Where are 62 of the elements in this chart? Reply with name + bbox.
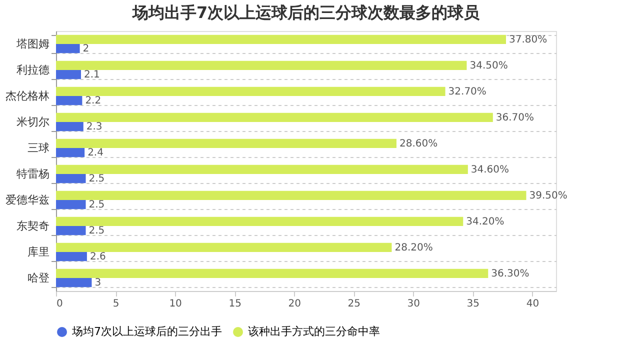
bar bbox=[56, 34, 506, 44]
y-tick-label: 特雷杨 bbox=[16, 168, 50, 180]
bar bbox=[56, 70, 81, 80]
data-label: 32.70% bbox=[448, 86, 486, 98]
legend-label: 场均7次以上运球后的三分出手 bbox=[71, 325, 222, 338]
y-tick-label: 利拉德 bbox=[16, 64, 50, 76]
x-tick-label: 5 bbox=[112, 298, 120, 310]
bar bbox=[56, 268, 488, 278]
x-tick-label: 30 bbox=[407, 298, 420, 310]
bar bbox=[56, 278, 92, 288]
data-label: 34.50% bbox=[470, 60, 508, 72]
bar bbox=[56, 252, 87, 262]
y-tick-label: 东契奇 bbox=[16, 220, 50, 232]
data-label: 34.60% bbox=[470, 164, 510, 176]
data-label: 39.50% bbox=[529, 190, 568, 202]
chart-title: 场均出手7次以上运球后的三分球次数最多的球员 bbox=[131, 3, 481, 22]
data-label: 34.20% bbox=[466, 216, 504, 228]
bar bbox=[56, 200, 86, 210]
data-label: 36.70% bbox=[496, 112, 534, 124]
x-tick-label: 35 bbox=[466, 298, 480, 310]
y-tick-label: 米切尔 bbox=[16, 116, 50, 128]
bar bbox=[56, 242, 392, 252]
y-tick-label: 库里 bbox=[28, 246, 50, 258]
y-tick-label: 塔图姆 bbox=[16, 38, 50, 50]
x-tick-label: 40 bbox=[526, 298, 540, 310]
data-label: 28.60% bbox=[399, 138, 438, 150]
data-label: 2.5 bbox=[88, 174, 105, 185]
data-label: 2.6 bbox=[90, 252, 106, 263]
data-label: 37.80% bbox=[509, 34, 548, 46]
data-label: 2.5 bbox=[88, 200, 105, 211]
data-label: 2.4 bbox=[88, 148, 104, 159]
bar bbox=[56, 96, 82, 106]
bar bbox=[56, 216, 464, 226]
bar bbox=[56, 174, 86, 184]
data-label: 3 bbox=[94, 278, 102, 289]
data-label: 2.1 bbox=[84, 70, 100, 81]
y-tick-label: 杰伦格林 bbox=[6, 90, 50, 102]
data-label: 28.20% bbox=[394, 242, 433, 254]
y-tick-label: 哈登 bbox=[28, 272, 50, 284]
y-tick-label: 爱德华兹 bbox=[6, 194, 50, 206]
bar bbox=[56, 44, 80, 54]
x-tick-label: 15 bbox=[228, 298, 242, 310]
data-label: 2.3 bbox=[86, 122, 102, 133]
bar bbox=[56, 122, 84, 132]
bar bbox=[56, 60, 467, 70]
bar bbox=[56, 86, 446, 96]
data-label: 36.30% bbox=[491, 268, 530, 280]
bar bbox=[56, 226, 86, 236]
y-tick-label: 三球 bbox=[28, 142, 50, 154]
x-tick-label: 20 bbox=[288, 298, 301, 310]
bar bbox=[56, 164, 468, 174]
bar bbox=[56, 190, 526, 200]
x-tick-label: 10 bbox=[169, 298, 182, 310]
data-label: 2.2 bbox=[85, 96, 102, 107]
bar bbox=[56, 112, 493, 122]
data-label: 2.5 bbox=[88, 226, 105, 237]
data-label: 2 bbox=[82, 44, 90, 55]
bar bbox=[56, 138, 396, 148]
legend-label: 该种出手方式的三分命中率 bbox=[248, 325, 380, 338]
bar bbox=[56, 148, 85, 158]
x-tick-label: 25 bbox=[348, 298, 360, 310]
x-tick-label: 0 bbox=[56, 298, 63, 310]
